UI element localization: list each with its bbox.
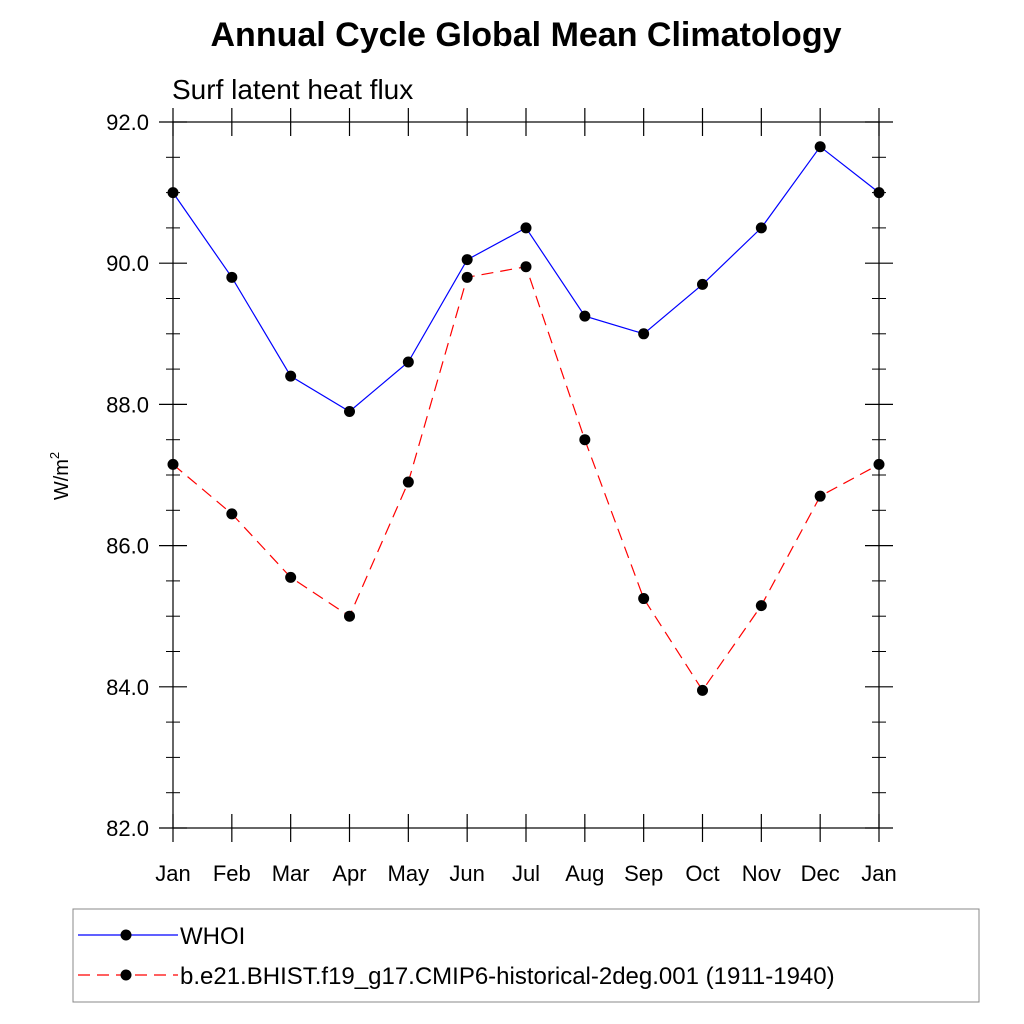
legend-label-2: b.e21.BHIST.f19_g17.CMIP6-historical-2de… (180, 963, 835, 990)
x-tick-label: Jul (512, 861, 540, 886)
x-tick-label: Apr (332, 861, 366, 886)
series-2-point (461, 271, 473, 283)
series-2-point (873, 458, 885, 470)
series-1-point (697, 278, 708, 290)
x-tick-label: Aug (565, 861, 604, 886)
series-1-point (520, 222, 532, 234)
legend-box (72, 908, 980, 1003)
y-tick-label: 88.0 (106, 392, 149, 417)
series-2-point (285, 571, 297, 583)
x-tick-label: Nov (742, 861, 781, 886)
x-tick-label: Dec (801, 861, 840, 886)
series-2-point (520, 261, 532, 273)
y-tick-label: 86.0 (106, 534, 149, 559)
series-2-point (344, 610, 355, 622)
y-axis-label-base: W/m (51, 459, 73, 500)
series-1-point (873, 187, 885, 199)
x-tick-label: Jan (155, 861, 190, 886)
y-axis-label-superscript: 2 (47, 452, 62, 459)
series-1-point (638, 328, 650, 340)
series-line-1 (172, 145, 880, 413)
series-2-point (402, 476, 414, 488)
legend-marker-1 (120, 929, 132, 941)
series-2-point (697, 684, 708, 696)
series-2-point (755, 600, 767, 612)
x-tick-label: Sep (624, 861, 663, 886)
x-tick-label: Jun (449, 861, 484, 886)
series-1-point (285, 370, 297, 382)
series-1-point (755, 222, 767, 234)
series-layer (167, 141, 885, 696)
series-2-point (226, 508, 238, 520)
series-2-point (638, 593, 650, 605)
x-tick-label: Jan (861, 861, 896, 886)
legend-label-1: WHOI (180, 923, 245, 950)
x-tick-label: May (388, 861, 430, 886)
x-tick-label: Oct (685, 861, 719, 886)
x-tick-label: Mar (272, 861, 310, 886)
series-2-point (579, 434, 591, 446)
chart-subtitle: Surf latent heat flux (172, 74, 413, 105)
series-1-point (344, 405, 355, 417)
series-1-point (461, 254, 473, 266)
series-2-point (814, 490, 826, 502)
y-tick-label: 84.0 (106, 675, 149, 700)
legend-marker-2 (120, 969, 132, 981)
series-1-point (167, 187, 179, 199)
y-tick-label: 82.0 (106, 816, 149, 841)
y-tick-label: 92.0 (106, 110, 149, 135)
series-1-point (226, 271, 238, 283)
series-2-point (167, 458, 179, 470)
y-tick-label: 90.0 (106, 251, 149, 276)
series-line-2 (172, 266, 880, 692)
x-tick-label: Feb (213, 861, 251, 886)
series-1-point (814, 141, 826, 153)
series-1-point (402, 356, 414, 368)
series-1-point (579, 310, 591, 322)
chart-title: Annual Cycle Global Mean Climatology (211, 16, 842, 54)
axes-layer: 82.0 84.0 86.0 88.0 90.0 92.0 Jan Feb Mar Apr May J… (106, 108, 897, 886)
y-axis-label: W/m2 (47, 452, 73, 500)
legend-layer: WHOI b.e21.BHIST.f19_g17.CMIP6-historical… (78, 923, 835, 990)
